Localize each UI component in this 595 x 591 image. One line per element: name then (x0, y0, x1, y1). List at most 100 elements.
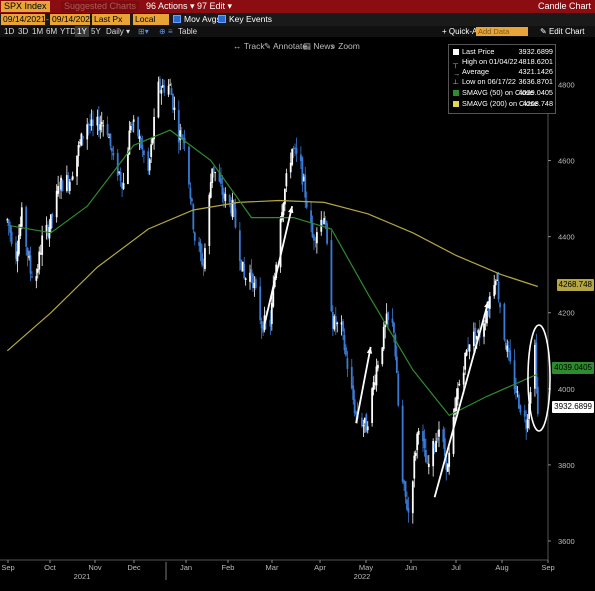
candle-body (340, 322, 343, 325)
track-tool[interactable]: ↔ Track (233, 41, 265, 51)
candle-body (494, 281, 497, 286)
add-data-input[interactable]: Add Data (476, 27, 528, 36)
candle-body (153, 116, 155, 140)
table-icon[interactable]: ≡ (168, 27, 173, 36)
candle-body (436, 437, 439, 441)
candle-body (406, 499, 408, 510)
period-ytd[interactable]: YTD (60, 27, 76, 36)
candle-body (411, 481, 414, 514)
candle-body (141, 144, 144, 149)
table-button[interactable]: Table (178, 27, 198, 36)
actions-menu[interactable]: 96 Actions ▾ (146, 1, 195, 11)
candle-body (138, 136, 141, 139)
candle-body (486, 310, 488, 324)
zoom-tool[interactable]: ⌕ Zoom (331, 41, 360, 51)
candle-body (397, 373, 400, 406)
sma200-swatch (453, 101, 459, 108)
candle-body (148, 159, 151, 171)
candle-body (109, 133, 112, 146)
period-6m[interactable]: 6M (46, 27, 58, 36)
candle-body (331, 311, 334, 329)
candle-body (391, 318, 394, 323)
candle-body (526, 419, 529, 429)
candle-body (170, 88, 173, 96)
annotate-tool[interactable]: ✎ Annotate (264, 41, 308, 51)
candle-body (230, 203, 233, 214)
candle-body (355, 411, 358, 415)
candle-body (525, 419, 528, 430)
title-bar: SPX Index Suggested Charts 96 Actions ▾ … (0, 0, 595, 13)
frequency-select[interactable]: Daily ▾ (106, 27, 131, 36)
x-tick-label: Jun (405, 563, 417, 572)
annotation-arrowhead (484, 301, 490, 309)
candle-body (507, 347, 510, 352)
candle-body (243, 263, 246, 279)
edit-menu[interactable]: 97 Edit ▾ (197, 1, 233, 11)
x-tick-label: Oct (44, 563, 57, 572)
high-marker-icon: ┬ (453, 59, 459, 69)
chart-legend: Last Price 3932.6899 ┬ High on 01/04/22 481… (448, 44, 556, 114)
candle-body (350, 366, 353, 389)
end-date-field[interactable]: 09/14/2022 (50, 14, 95, 25)
candle-body (499, 303, 501, 308)
candle-body (363, 417, 366, 424)
candle-body (513, 360, 516, 390)
candle-body (262, 324, 264, 333)
candle-body (87, 123, 90, 126)
candle-body (129, 125, 132, 131)
year-label: 2022 (354, 572, 371, 581)
candle-body (314, 239, 317, 241)
ticker-field[interactable]: SPX Index (1, 1, 50, 12)
candle-body (493, 285, 496, 297)
candle-body (58, 189, 61, 191)
candle-body (7, 219, 10, 226)
price-field-select[interactable]: Last Px (92, 14, 130, 25)
candle-body (503, 303, 506, 340)
period-1y[interactable]: 1Y (75, 26, 89, 37)
candle-body (535, 342, 538, 390)
candle-body (51, 213, 54, 217)
edit-chart-button[interactable]: ✎ Edit Chart (540, 27, 585, 36)
candle-body (321, 221, 324, 224)
candle-body (36, 269, 39, 273)
candle-body (20, 207, 23, 227)
y-tick-label: 4400 (558, 233, 575, 242)
candle-body (209, 182, 212, 198)
candle-body (519, 405, 522, 413)
mov-avgs-checkbox[interactable] (173, 15, 181, 23)
candle-body (477, 330, 480, 333)
x-tick-label: Aug (495, 563, 508, 572)
news-tool[interactable]: ▤ News (303, 41, 335, 51)
candle-body (446, 464, 449, 472)
suggested-charts-button[interactable]: Suggested Charts (61, 1, 140, 12)
candle-body (193, 232, 196, 241)
start-date-field[interactable]: 09/14/2021 (1, 14, 46, 25)
chart-type-icon[interactable]: ⊞▾ (138, 27, 149, 36)
compare-icon[interactable]: ⊕ (159, 27, 166, 36)
candle-body (29, 255, 32, 274)
key-events-checkbox[interactable] (218, 15, 226, 23)
candle-body (352, 385, 355, 400)
candle-body (97, 117, 100, 132)
candle-body (253, 282, 256, 289)
candle-body (202, 263, 205, 266)
legend-low: ┴ Low on 06/17/22 3636.8701 (453, 77, 553, 89)
candle-body (106, 124, 109, 136)
candle-body (403, 480, 405, 484)
candle-body (465, 350, 468, 356)
period-3d[interactable]: 3D (18, 27, 29, 36)
candle-body (334, 316, 337, 327)
candle-body (401, 405, 404, 482)
candle-body (112, 152, 115, 156)
candle-body (393, 322, 395, 333)
candle-body (281, 212, 283, 221)
period-1m[interactable]: 1M (32, 27, 44, 36)
candle-body (99, 124, 102, 130)
candle-body (128, 130, 131, 155)
period-1d[interactable]: 1D (4, 27, 15, 36)
candle-body (424, 450, 427, 463)
candle-body (163, 85, 166, 93)
candle-body (270, 303, 273, 324)
period-5y[interactable]: 5Y (91, 27, 101, 36)
